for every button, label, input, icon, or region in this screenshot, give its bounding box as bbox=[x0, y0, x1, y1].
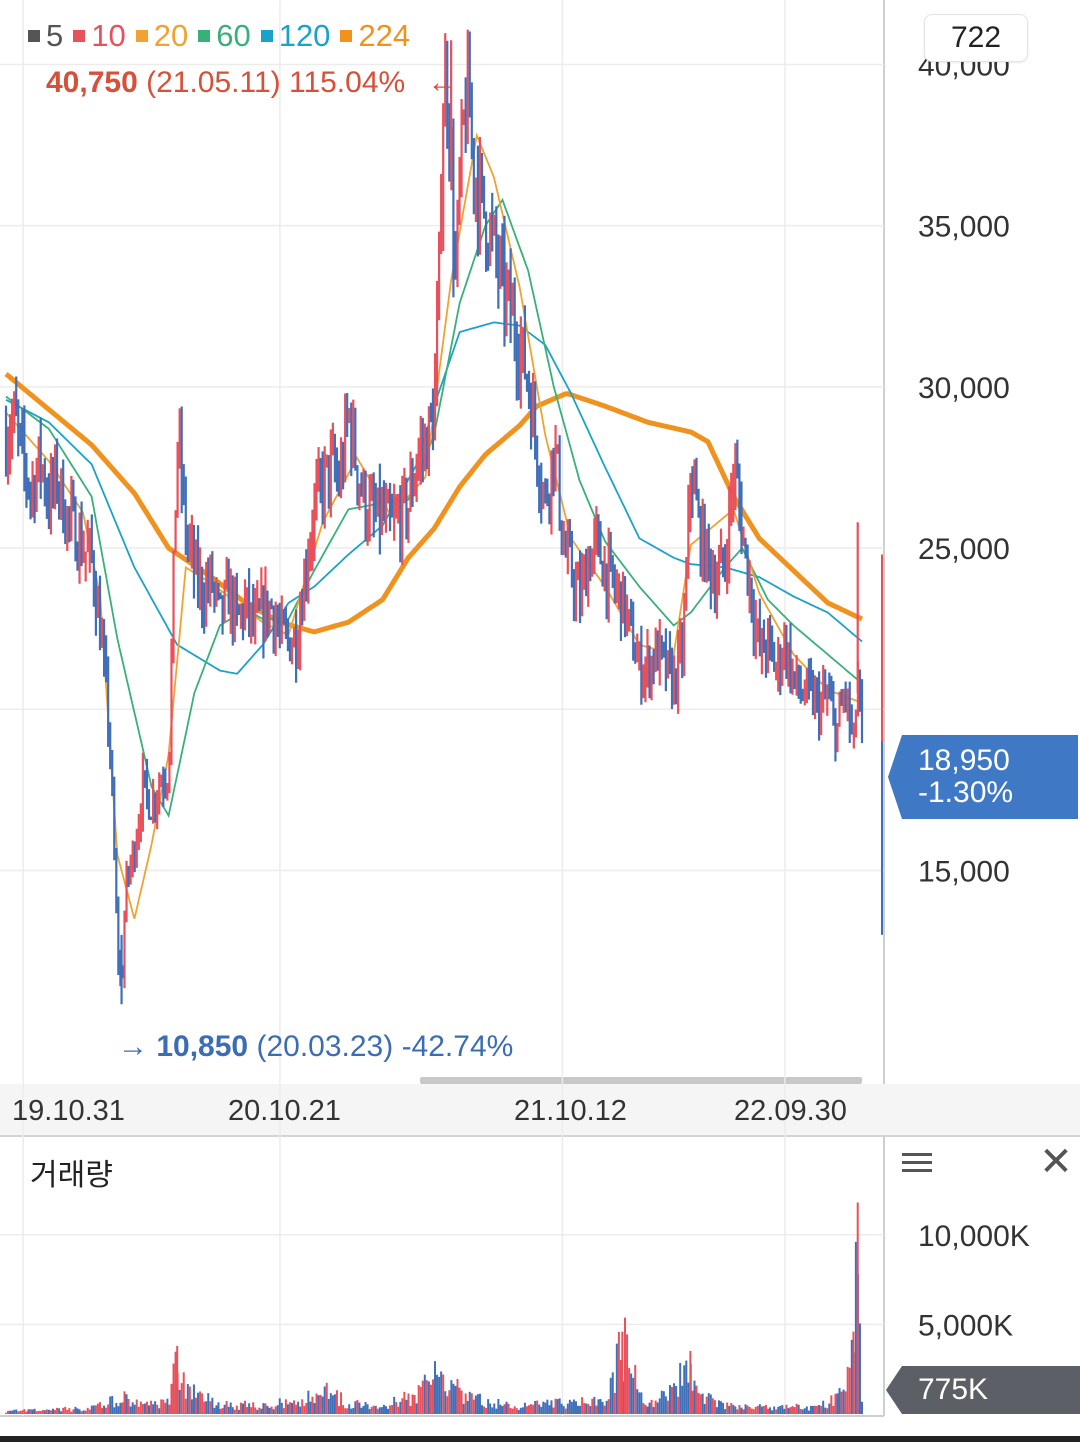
candle-count-value: 722 bbox=[950, 21, 1002, 54]
legend-item-ma10[interactable]: 10 bbox=[73, 18, 126, 54]
high-marker-label: 40,750 (21.05.11) 115.04% ← bbox=[46, 66, 458, 100]
date-axis-band bbox=[0, 1084, 1080, 1136]
price-tick-label: 35,000 bbox=[918, 211, 1010, 244]
date-tick-label: 19.10.31 bbox=[12, 1095, 125, 1127]
low-date: (20.03.23) bbox=[256, 1030, 394, 1063]
right-arrow-icon: → bbox=[118, 1030, 148, 1063]
ma-legend: 5 10 20 60 120 224 bbox=[28, 16, 410, 56]
current-change: -1.30% bbox=[918, 776, 1014, 809]
date-tick-label: 20.10.21 bbox=[228, 1095, 341, 1127]
price-candles bbox=[4, 29, 864, 1005]
low-price: 10,850 bbox=[156, 1030, 249, 1063]
current-volume-tag: 775K bbox=[886, 1366, 1080, 1414]
current-volume: 775K bbox=[918, 1373, 989, 1406]
low-marker-label: → 10,850 (20.03.23) -42.74% bbox=[118, 1030, 513, 1064]
volume-tick-label: 5,000K bbox=[918, 1309, 1013, 1342]
high-price: 40,750 bbox=[46, 66, 138, 99]
legend-label-ma120: 120 bbox=[278, 18, 331, 53]
price-tick-label: 25,000 bbox=[918, 533, 1010, 566]
price-tick-label: 15,000 bbox=[918, 855, 1010, 888]
legend-label-ma10: 10 bbox=[91, 18, 126, 53]
legend-item-ma120[interactable]: 120 bbox=[260, 18, 331, 54]
current-price-tag: 18,950 -1.30% bbox=[888, 735, 1078, 819]
low-pct: -42.74% bbox=[401, 1030, 514, 1063]
legend-swatch-ma10 bbox=[73, 30, 86, 42]
legend-item-ma60[interactable]: 60 bbox=[198, 18, 251, 54]
legend-swatch-ma20 bbox=[135, 30, 148, 42]
current-price: 18,950 bbox=[918, 744, 1010, 777]
legend-item-ma224[interactable]: 224 bbox=[340, 18, 410, 54]
high-date: (21.05.11) bbox=[146, 66, 281, 99]
legend-swatch-ma5 bbox=[28, 30, 40, 42]
ma224-line bbox=[4, 372, 864, 635]
date-tick-label: 22.09.30 bbox=[734, 1095, 847, 1127]
legend-swatch-ma120 bbox=[260, 30, 273, 42]
menu-icon[interactable] bbox=[902, 1148, 932, 1178]
legend-swatch-ma60 bbox=[198, 30, 211, 42]
legend-item-ma20[interactable]: 20 bbox=[135, 18, 189, 54]
bottom-edge bbox=[0, 1436, 1080, 1442]
close-icon[interactable]: ✕ bbox=[1039, 1140, 1073, 1184]
date-tick-label: 21.10.12 bbox=[514, 1095, 627, 1127]
legend-label-ma60: 60 bbox=[216, 18, 251, 53]
price-tick-label: 30,000 bbox=[918, 372, 1010, 405]
series-layer bbox=[4, 29, 883, 1005]
volume-chart bbox=[5, 1202, 863, 1414]
legend-label-ma20: 20 bbox=[153, 18, 189, 53]
high-pct: 115.04% bbox=[288, 66, 406, 99]
volume-panel-title: 거래량 bbox=[30, 1159, 113, 1192]
scroll-range-bar[interactable] bbox=[420, 1077, 862, 1084]
x-axis: 19.10.31 20.10.21 21.10.12 22.09.30 bbox=[12, 1095, 847, 1127]
legend-swatch-ma224 bbox=[340, 30, 353, 42]
price-axis: 15,00025,00030,00035,00040,00010,000K5,0… bbox=[918, 49, 1030, 1342]
left-arrow-icon: ← bbox=[427, 66, 458, 99]
legend-label-ma5: 5 bbox=[46, 18, 64, 53]
candle-count-badge[interactable]: 722 bbox=[924, 14, 1028, 62]
volume-tick-label: 10,000K bbox=[918, 1220, 1030, 1253]
legend-label-ma224: 224 bbox=[358, 18, 411, 53]
legend-item-ma5[interactable]: 5 bbox=[28, 18, 63, 54]
